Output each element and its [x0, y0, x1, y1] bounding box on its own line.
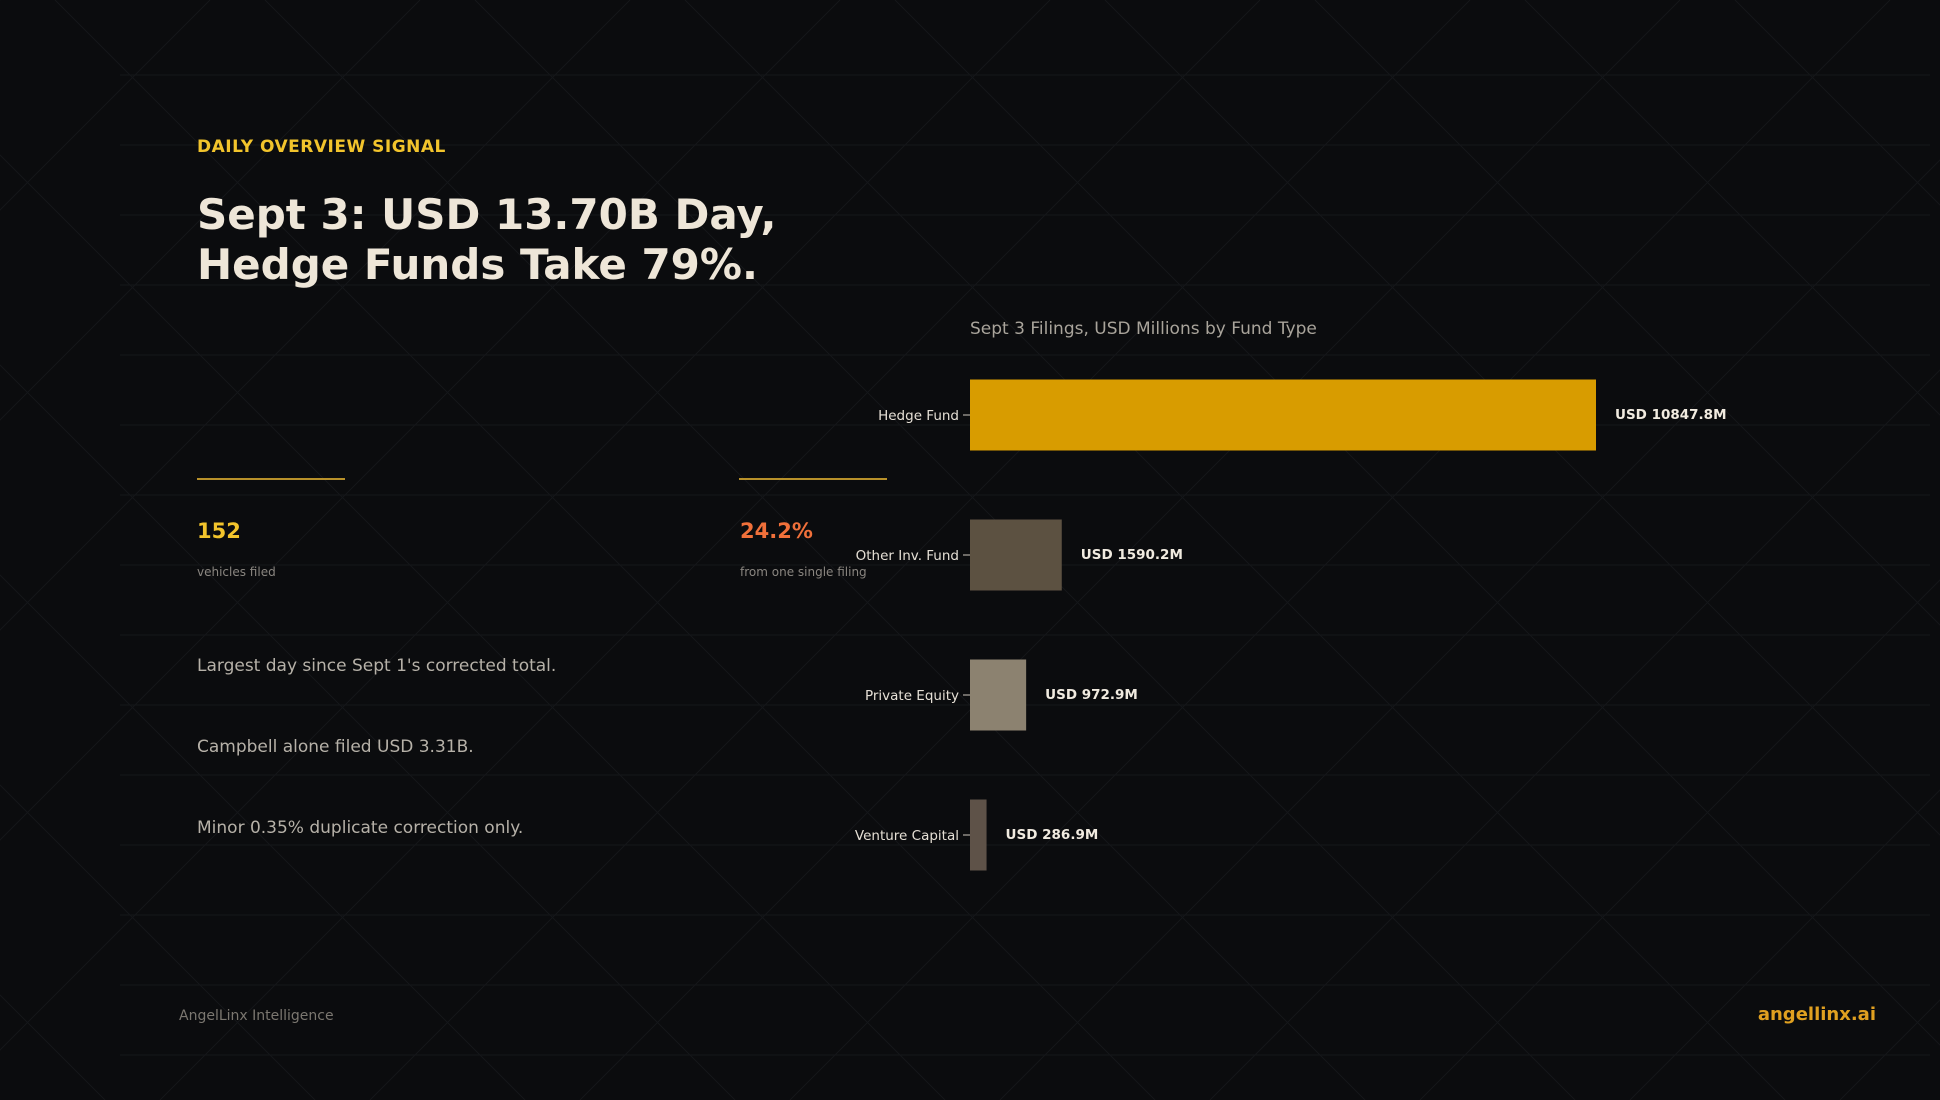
stat-label-single-filing: from one single filing [740, 565, 867, 579]
chart-title: Sept 3 Filings, USD Millions by Fund Typ… [970, 319, 1317, 339]
bar-value-label: USD 1590.2M [1081, 547, 1183, 563]
bar [970, 659, 1027, 731]
stat-value-vehicles: 152 [197, 519, 241, 543]
headline: Sept 3: USD 13.70B Day, Hedge Funds Take… [197, 190, 897, 290]
note-2: Campbell alone filed USD 3.31B. [197, 737, 474, 757]
category-label: Venture Capital [855, 828, 959, 844]
note-3: Minor 0.35% duplicate correction only. [197, 818, 524, 838]
bar-value-label: USD 10847.8M [1615, 407, 1727, 423]
note-1: Largest day since Sept 1's corrected tot… [197, 656, 557, 676]
footer-brand: AngelLinx Intelligence [179, 1008, 334, 1024]
footer-site-link[interactable]: angellinx.ai [1757, 1004, 1876, 1025]
category-label: Hedge Fund [878, 408, 959, 424]
bar [970, 799, 987, 871]
bar [970, 519, 1062, 591]
headline-line-2: Hedge Funds Take 79%. [197, 240, 758, 289]
stat-label-vehicles: vehicles filed [197, 565, 276, 579]
stat-divider-2 [739, 478, 887, 480]
stat-value-single-filing: 24.2% [740, 519, 813, 543]
category-label: Private Equity [865, 688, 959, 704]
kicker-label: DAILY OVERVIEW SIGNAL [197, 137, 446, 157]
bar-value-label: USD 286.9M [1006, 827, 1099, 843]
category-label: Other Inv. Fund [856, 548, 959, 564]
bar-value-label: USD 972.9M [1045, 687, 1138, 703]
stat-divider-1 [197, 478, 345, 480]
bar [970, 379, 1596, 451]
headline-line-1: Sept 3: USD 13.70B Day, [197, 190, 777, 239]
